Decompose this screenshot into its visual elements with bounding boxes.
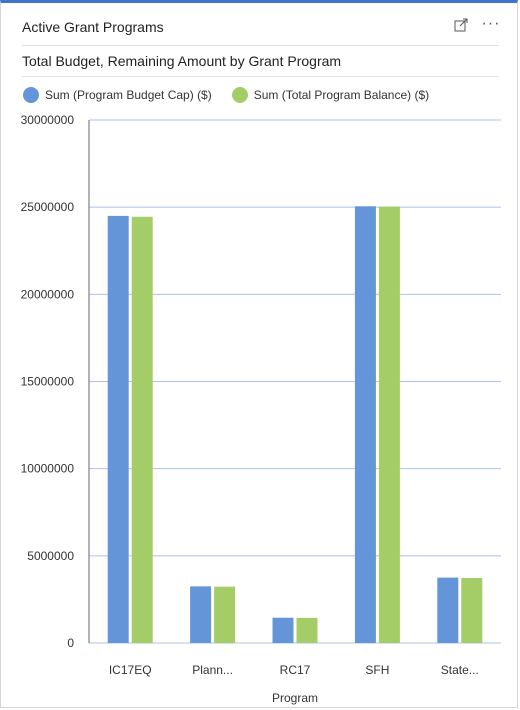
header-actions: ··· (453, 15, 501, 33)
bar (131, 216, 153, 643)
y-tick-label: 15000000 (21, 375, 75, 389)
x-tick-label: Plann... (192, 663, 233, 677)
expand-icon[interactable] (453, 17, 469, 33)
legend-item-program-balance[interactable]: Sum (Total Program Balance) ($) (231, 87, 430, 103)
more-options-icon[interactable]: ··· (481, 15, 501, 32)
x-tick-label: RC17 (280, 663, 311, 677)
x-axis-label: Program (272, 691, 318, 705)
chart-title: Total Budget, Remaining Amount by Grant … (22, 53, 342, 69)
y-tick-label: 5000000 (27, 549, 74, 563)
legend-item-budget-cap[interactable]: Sum (Program Budget Cap) ($) (23, 87, 212, 103)
x-tick-label: State... (441, 663, 479, 677)
y-tick-label: 25000000 (21, 200, 75, 214)
legend-label-program-balance: Sum (Total Program Balance) ($) (253, 88, 430, 102)
y-tick-label: 30000000 (21, 113, 75, 127)
legend-label-budget-cap: Sum (Program Budget Cap) ($) (45, 88, 212, 102)
y-tick-label: 0 (67, 636, 74, 650)
bar (107, 215, 129, 643)
x-tick-label: SFH (365, 663, 389, 677)
bar (214, 586, 236, 643)
bar (354, 206, 376, 644)
x-tick-label: IC17EQ (109, 663, 152, 677)
bar (272, 617, 294, 643)
card-title: Active Grant Programs (22, 19, 164, 35)
y-tick-label: 10000000 (21, 462, 75, 476)
bar (461, 577, 483, 643)
chart-legend: Sum (Program Budget Cap) ($) Sum (Total … (23, 87, 429, 103)
legend-swatch-budget-cap (23, 87, 39, 103)
bar (437, 577, 459, 643)
bar (378, 206, 400, 643)
y-tick-label: 20000000 (21, 287, 75, 301)
bar (190, 586, 212, 643)
legend-swatch-program-balance (231, 87, 248, 103)
card-header: Active Grant Programs ··· (22, 15, 501, 46)
bar (296, 617, 318, 643)
title-divider (22, 76, 499, 77)
